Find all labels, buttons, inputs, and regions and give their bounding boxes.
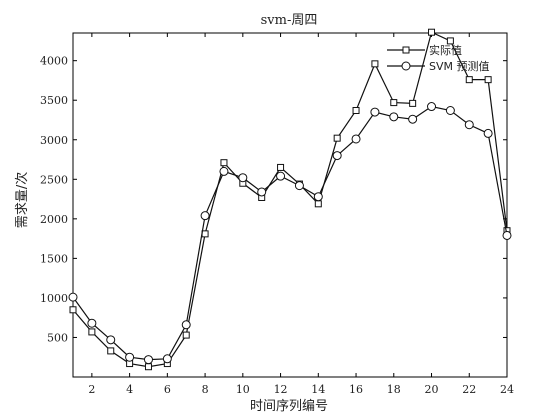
y-tick-label-3500: 3500: [40, 94, 68, 107]
x-tick-label-14: 14: [311, 383, 325, 396]
series-0-point-19: [409, 99, 417, 107]
x-tick-label-8: 8: [202, 383, 209, 396]
series-0-point-14: [314, 200, 322, 208]
series-1-point-6: [162, 354, 172, 364]
legend-marker-1: [401, 61, 411, 71]
series-1-point-4: [125, 352, 135, 362]
series-1-point-1: [68, 292, 78, 302]
series-0-point-3: [107, 347, 115, 355]
series-1-point-5: [143, 355, 153, 365]
legend-label-0: 实际值: [429, 43, 462, 57]
y-tick-label-4000: 4000: [40, 55, 68, 68]
series-0-point-17: [371, 60, 379, 68]
series-0-point-5: [144, 363, 152, 371]
series-0-point-9: [220, 159, 228, 167]
series-1-point-22: [464, 120, 474, 130]
series-1-point-12: [276, 171, 286, 181]
series-0-point-20: [428, 28, 436, 36]
x-tick-label-2: 2: [88, 383, 95, 396]
series-0-point-23: [484, 76, 492, 84]
series-0-point-18: [390, 99, 398, 107]
series-1-point-18: [389, 112, 399, 122]
x-tick-label-6: 6: [164, 383, 171, 396]
x-tick-label-4: 4: [126, 383, 133, 396]
series-1-point-2: [87, 318, 97, 328]
series-0-point-16: [352, 106, 360, 114]
x-tick-label-22: 22: [462, 383, 476, 396]
series-1-point-10: [238, 173, 248, 183]
series-0-point-1: [69, 306, 77, 314]
series-1-point-23: [483, 128, 493, 138]
series-1-point-9: [219, 166, 229, 176]
x-tick-label-20: 20: [425, 383, 439, 396]
series-0-point-8: [201, 230, 209, 238]
series-1-point-15: [332, 151, 342, 161]
series-1-point-7: [181, 320, 191, 330]
x-tick-label-18: 18: [387, 383, 401, 396]
series-1-point-13: [294, 181, 304, 191]
series-0-point-7: [182, 331, 190, 339]
y-tick-label-2000: 2000: [40, 213, 68, 226]
plot-frame: [72, 32, 508, 378]
series-0-point-15: [333, 134, 341, 142]
x-tick-label-16: 16: [349, 383, 363, 396]
x-tick-label-10: 10: [236, 383, 250, 396]
series-1-point-8: [200, 211, 210, 221]
y-tick-label-3000: 3000: [40, 134, 68, 147]
y-tick-label-1500: 1500: [40, 252, 68, 265]
series-1-point-3: [106, 335, 116, 345]
series-0-point-2: [88, 328, 96, 336]
y-tick-label-1000: 1000: [40, 292, 68, 305]
chart-title: svm-周四: [261, 13, 318, 28]
x-tick-label-24: 24: [500, 383, 514, 396]
series-0-point-12: [277, 163, 285, 171]
series-1-point-19: [408, 114, 418, 124]
series-1-point-17: [370, 107, 380, 117]
x-axis-label: 时间序列编号: [250, 399, 328, 414]
y-tick-label-2500: 2500: [40, 173, 68, 186]
series-1-point-24: [502, 230, 512, 240]
series-0-point-22: [465, 76, 473, 84]
y-axis-label: 需求量/次: [14, 172, 30, 228]
x-tick-label-12: 12: [274, 383, 288, 396]
legend-label-1: SVM 预测值: [429, 60, 490, 73]
series-line-0: [72, 31, 508, 368]
legend: 实际值 SVM 预测值: [387, 43, 490, 73]
legend-marker-0: [402, 46, 410, 54]
y-tick-label-500: 500: [47, 331, 68, 344]
series-1-point-16: [351, 134, 361, 144]
series-1-point-20: [427, 102, 437, 112]
series-1-point-14: [313, 192, 323, 202]
series-1-point-21: [445, 105, 455, 115]
plot-area: 2 4 6 8 10 12 14 16 18 20 22 2450010001500200025003…: [40, 28, 514, 396]
series-0-point-21: [446, 37, 454, 45]
series-line-1: [72, 105, 508, 361]
series-1-point-11: [257, 187, 267, 197]
